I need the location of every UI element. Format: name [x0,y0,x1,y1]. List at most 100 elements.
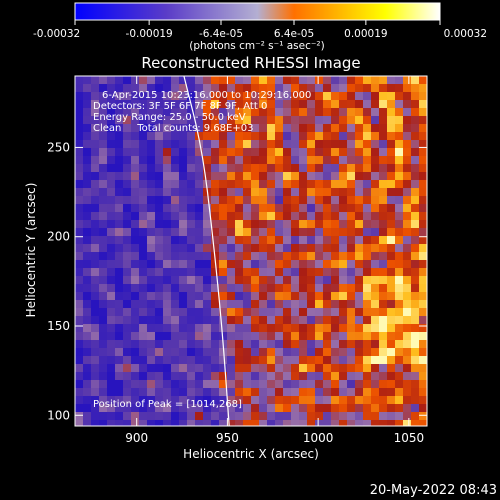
map-pixel [83,76,91,84]
map-pixel [139,180,147,188]
map-pixel [411,332,419,340]
map-pixel [235,164,243,172]
map-pixel [147,172,155,180]
map-pixel [403,380,411,388]
map-pixel [419,84,427,92]
map-pixel [315,188,323,196]
map-pixel [275,276,283,284]
map-pixel [363,412,371,420]
map-pixel [179,252,187,260]
map-pixel [123,92,131,100]
map-pixel [387,404,395,412]
map-pixel [307,332,315,340]
map-pixel [411,268,419,276]
map-pixel [299,156,307,164]
map-pixel [379,388,387,396]
map-pixel [147,268,155,276]
map-pixel [339,388,347,396]
map-pixel [99,308,107,316]
map-pixel [131,156,139,164]
map-pixel [83,116,91,124]
map-pixel [315,212,323,220]
map-pixel [99,412,107,420]
map-pixel [139,420,147,426]
map-pixel [171,172,179,180]
map-pixel [331,396,339,404]
map-pixel [379,124,387,132]
map-pixel [379,84,387,92]
map-pixel [387,132,395,140]
map-pixel [395,300,403,308]
map-pixel [155,108,163,116]
map-pixel [227,76,235,84]
map-pixel [107,236,115,244]
map-pixel [195,100,203,108]
map-pixel [331,164,339,172]
map-pixel [259,324,267,332]
map-pixel [403,188,411,196]
map-pixel [395,316,403,324]
map-pixel [147,404,155,412]
map-pixel [99,92,107,100]
map-pixel [291,284,299,292]
map-pixel [347,108,355,116]
map-pixel [171,284,179,292]
map-pixel [299,348,307,356]
map-pixel [275,340,283,348]
map-pixel [275,364,283,372]
map-pixel [75,188,83,196]
map-pixel [163,396,171,404]
map-pixel [339,196,347,204]
map-pixel [155,236,163,244]
map-pixel [315,284,323,292]
map-pixel [291,420,299,426]
colorbar-tick-label: 0.00032 [444,28,487,40]
map-pixel [187,84,195,92]
map-pixel [307,236,315,244]
map-pixel [243,132,251,140]
map-pixel [115,348,123,356]
map-pixel [163,404,171,412]
map-pixel [299,420,307,426]
map-pixel [323,148,331,156]
map-pixel [355,276,363,284]
map-pixel [123,380,131,388]
map-pixel [107,380,115,388]
map-pixel [291,316,299,324]
map-pixel [371,140,379,148]
map-pixel [131,124,139,132]
map-pixel [227,388,235,396]
map-pixel [91,84,99,92]
map-pixel [235,356,243,364]
map-pixel [355,316,363,324]
map-pixel [179,284,187,292]
map-pixel [91,420,99,426]
map-pixel [395,108,403,116]
map-pixel [131,316,139,324]
map-pixel [411,180,419,188]
map-pixel [235,420,243,426]
map-pixel [395,276,403,284]
map-pixel [179,340,187,348]
map-pixel [123,324,131,332]
map-pixel [267,100,275,108]
map-pixel [243,92,251,100]
map-pixel [315,324,323,332]
map-pixel [323,364,331,372]
map-pixel [387,172,395,180]
map-pixel [315,292,323,300]
map-pixel [291,196,299,204]
map-pixel [411,404,419,412]
map-pixel [339,180,347,188]
map-pixel [219,140,227,148]
map-pixel [371,252,379,260]
map-pixel [419,404,427,412]
map-pixel [395,124,403,132]
map-pixel [171,260,179,268]
map-pixel [75,388,83,396]
map-pixel [395,180,403,188]
map-pixel [307,260,315,268]
map-pixel [283,404,291,412]
map-pixel [275,212,283,220]
map-pixel [347,412,355,420]
